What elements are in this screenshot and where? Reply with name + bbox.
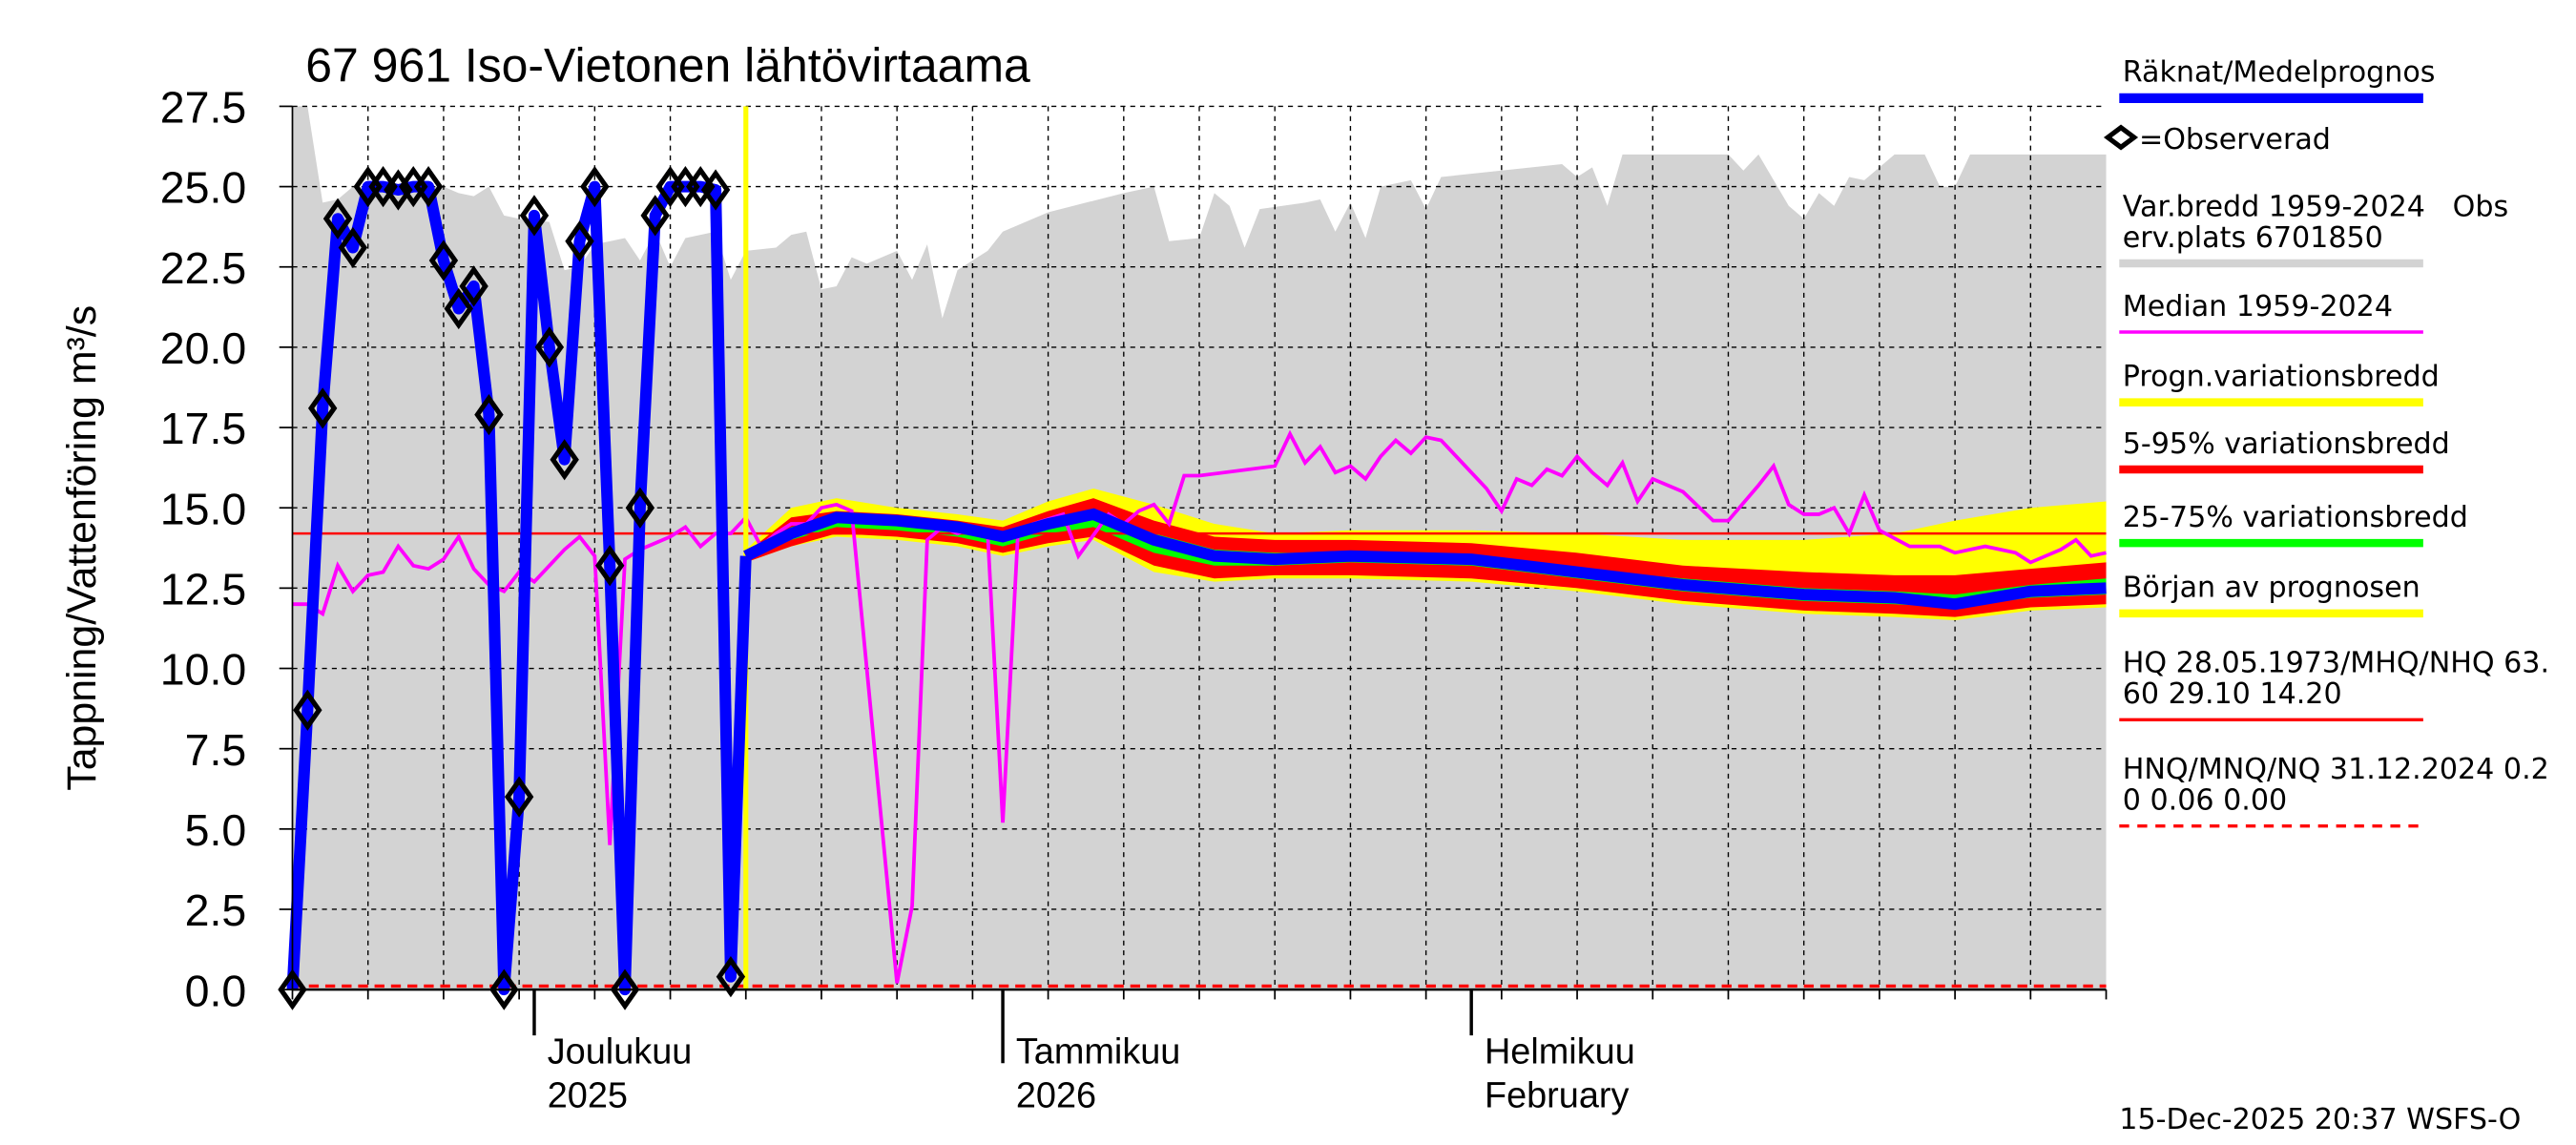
observed-point-marker (307, 387, 338, 429)
legend-label-line2: 60 29.10 14.20 (2123, 677, 2342, 711)
observed-point-marker (399, 165, 428, 208)
observed-point-marker (519, 195, 550, 237)
observed-point-marker (293, 689, 322, 731)
y-tick-label: 12.5 (160, 565, 246, 614)
month-label: Helmikuu (1485, 1031, 1635, 1072)
footer-timestamp: 15-Dec-2025 20:37 WSFS-O (2119, 1103, 2521, 1136)
observed-point-marker (338, 226, 368, 269)
observed-point-marker (459, 265, 488, 307)
mean-forecast-line (743, 508, 2107, 611)
legend-label: Början av prognosen (2123, 572, 2420, 605)
observed-point-marker (368, 165, 398, 208)
legend-label: 5-95% variationsbredd (2123, 427, 2450, 461)
legend: Räknat/Medelprognos =Observerad Var.bredd … (2103, 56, 2549, 828)
observed-point-marker (716, 956, 746, 998)
legend-label: =Observerad (2139, 123, 2331, 156)
median-line (292, 429, 2107, 984)
legend-label-line2: erv.plats 6701850 (2123, 221, 2383, 255)
year-label: 2025 (548, 1076, 628, 1116)
chart-title: 67 961 Iso-Vietonen lähtövirtaama (305, 39, 1030, 93)
y-tick-label: 27.5 (160, 83, 246, 133)
observed-point-marker (384, 169, 413, 211)
observed-point-marker (504, 776, 534, 818)
observed-line (286, 180, 752, 996)
y-tick-label: 15.0 (160, 484, 246, 533)
observed-point-marker (353, 165, 383, 208)
legend-label: HNQ/MNQ/NQ 31.12.2024 0.2 (2123, 753, 2549, 786)
observed-point-marker (413, 165, 444, 208)
month-label: Tammikuu (1016, 1031, 1181, 1072)
observed-point-marker (700, 169, 731, 211)
y-tick-label: 20.0 (160, 323, 246, 373)
year-label: 2026 (1016, 1076, 1096, 1116)
y-tick-label: 25.0 (160, 163, 246, 213)
plot-area (278, 105, 2108, 1010)
observed-point-marker (671, 165, 700, 208)
legend-label: Var.bredd 1959-2024 Obs (2123, 190, 2508, 223)
y-tick-label: 17.5 (160, 404, 246, 453)
legend-diamond-icon (2103, 124, 2139, 151)
observed-point-marker (565, 220, 594, 262)
legend-label: 25-75% variationsbredd (2123, 501, 2468, 534)
observed-point-marker (686, 165, 716, 208)
y-tick-label: 5.0 (185, 805, 247, 855)
observed-point-marker (580, 165, 610, 208)
y-tick-label: 22.5 (160, 243, 246, 293)
observed-point-marker (550, 439, 579, 481)
observed-point-marker (428, 239, 459, 281)
year-label: February (1485, 1076, 1630, 1116)
observed-point-marker (322, 198, 353, 239)
observed-point-marker (534, 326, 565, 368)
legend-label: Median 1959-2024 (2123, 290, 2393, 323)
y-tick-label: 10.0 (160, 645, 246, 695)
observed-point-marker (625, 487, 655, 529)
y-axis-label: Tappning/Vattenföring m³/s (59, 305, 105, 791)
observed-point-marker (444, 287, 473, 330)
legend-label: Räknat/Medelprognos (2123, 56, 2436, 90)
legend-label: Progn.variationsbredd (2123, 361, 2440, 394)
month-label: Joulukuu (548, 1031, 693, 1072)
observed-point-marker (594, 545, 625, 587)
observed-point-marker (640, 195, 670, 237)
y-tick-label: 7.5 (185, 725, 247, 775)
y-tick-labels: 0.0 2.5 5.0 7.5 10.0 12.5 15.0 17.5 20.0 22.5 25.0… (160, 83, 293, 1015)
observed-point-marker (655, 165, 685, 208)
y-tick-label: 0.0 (185, 966, 247, 1015)
observed-point-marker (474, 393, 504, 436)
legend-label: HQ 28.05.1973/MHQ/NHQ 63. (2123, 647, 2549, 680)
y-tick-label: 2.5 (185, 885, 247, 935)
legend-label-line2: 0 0.06 0.00 (2123, 784, 2287, 818)
